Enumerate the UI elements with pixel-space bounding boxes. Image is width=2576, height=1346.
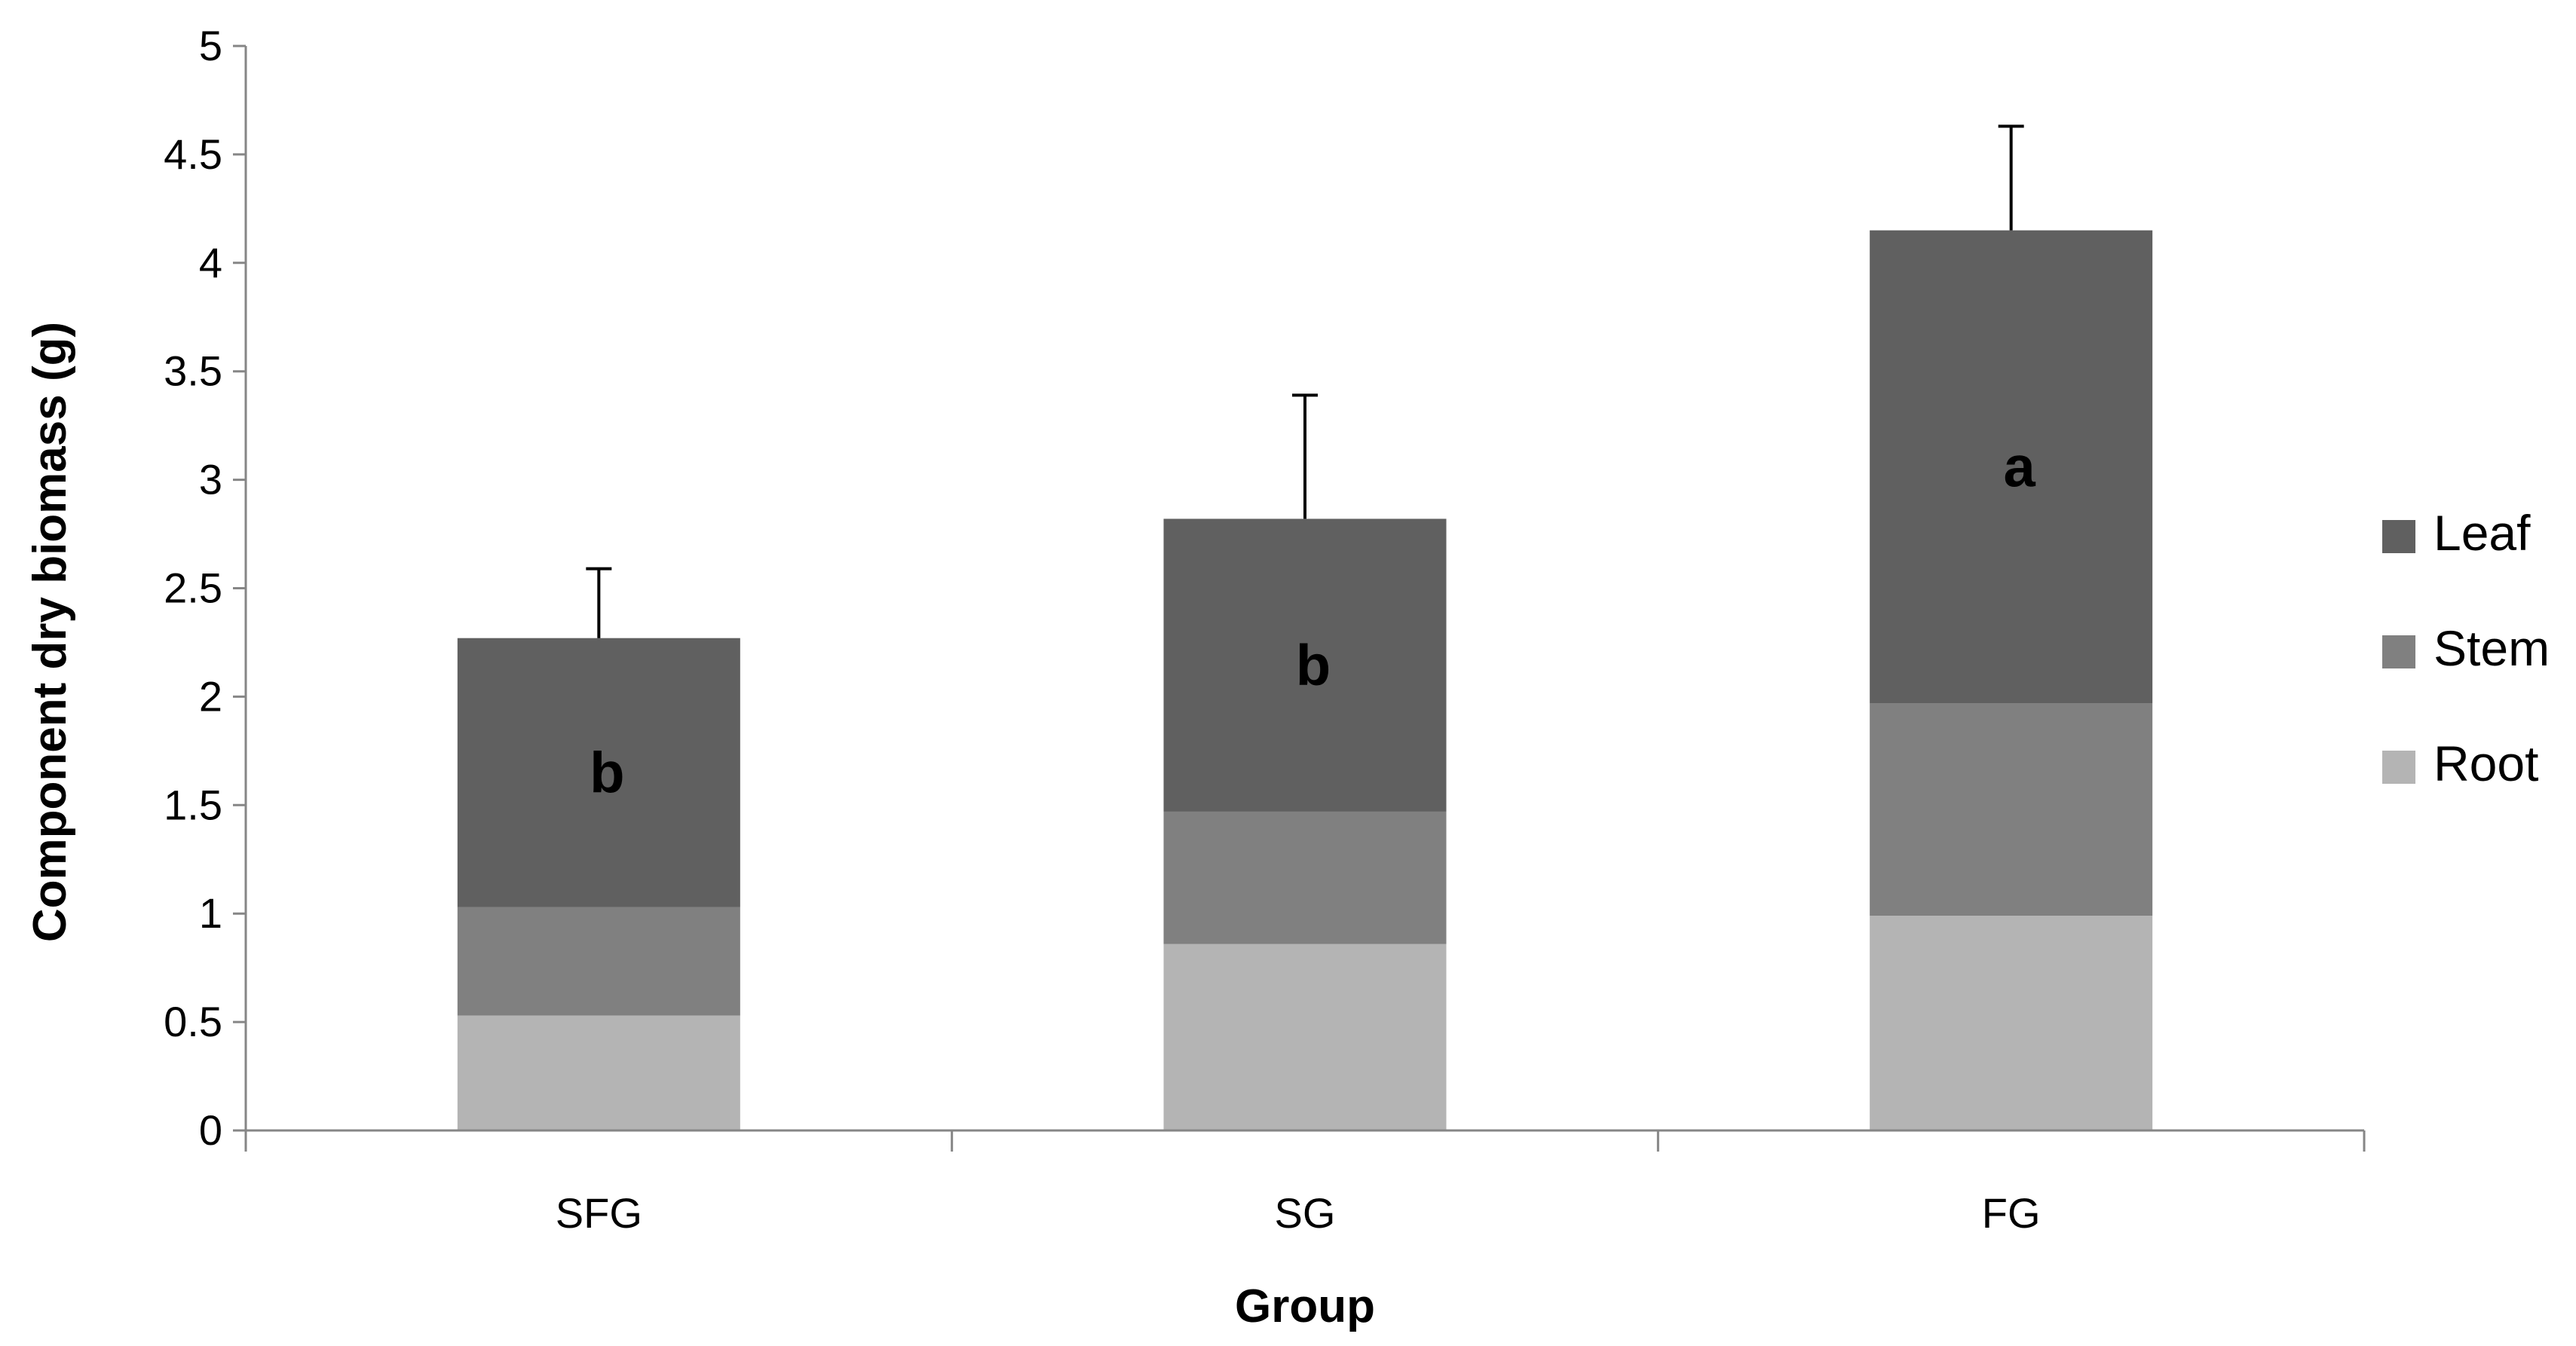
x-tick-label: SG [1275,1189,1336,1237]
y-tick-label: 0.5 [164,998,222,1045]
bars-layer [457,230,2153,1130]
x-tick-label: SFG [556,1189,642,1237]
legend-swatch-leaf [2382,520,2415,553]
y-tick-label: 3 [199,456,222,503]
bar-segment-root [457,1015,740,1130]
bar-segment-root [1870,916,2153,1130]
significance-letter: a [2004,435,2036,499]
error-bars-layer [586,124,2024,638]
y-tick-label: 2.5 [164,564,222,612]
y-tick-label: 1 [199,889,222,937]
y-ticks-layer: 0 0.5 1 1.5 2 2.5 3 3.5 4 4.5 5 [164,22,246,1154]
legend-swatch-root [2382,751,2415,784]
y-tick-label: 1.5 [164,781,222,828]
y-axis-title: Component dry biomass (g) [24,322,76,942]
legend: Leaf Stem Root [2382,505,2550,791]
significance-letter: b [590,741,624,805]
x-tick-label: FG [1982,1189,2041,1237]
y-tick-label: 4.5 [164,130,222,178]
legend-label-root: Root [2434,736,2538,791]
legend-label-leaf: Leaf [2434,505,2531,561]
y-tick-label: 4 [199,239,222,286]
significance-letter: b [1296,634,1331,698]
x-axis-title: Group [1235,1280,1375,1332]
bar-segment-stem [457,907,740,1016]
bar-segment-stem [1163,811,1447,944]
bar-segment-leaf [1163,519,1447,812]
y-tick-label: 3.5 [164,347,222,395]
bar-segment-root [1163,944,1447,1130]
bar-segment-stem [1870,703,2153,916]
legend-swatch-stem [2382,635,2415,668]
y-tick-label: 5 [199,22,222,69]
significance-letters-layer: b b a [590,435,2035,805]
x-ticks-layer: SFG SG FG [244,1130,2366,1237]
bar-segment-leaf [1870,230,2153,704]
legend-label-stem: Stem [2434,620,2550,676]
y-tick-label: 0 [199,1106,222,1154]
bar-segment-leaf [457,638,740,907]
y-tick-label: 2 [199,672,222,720]
